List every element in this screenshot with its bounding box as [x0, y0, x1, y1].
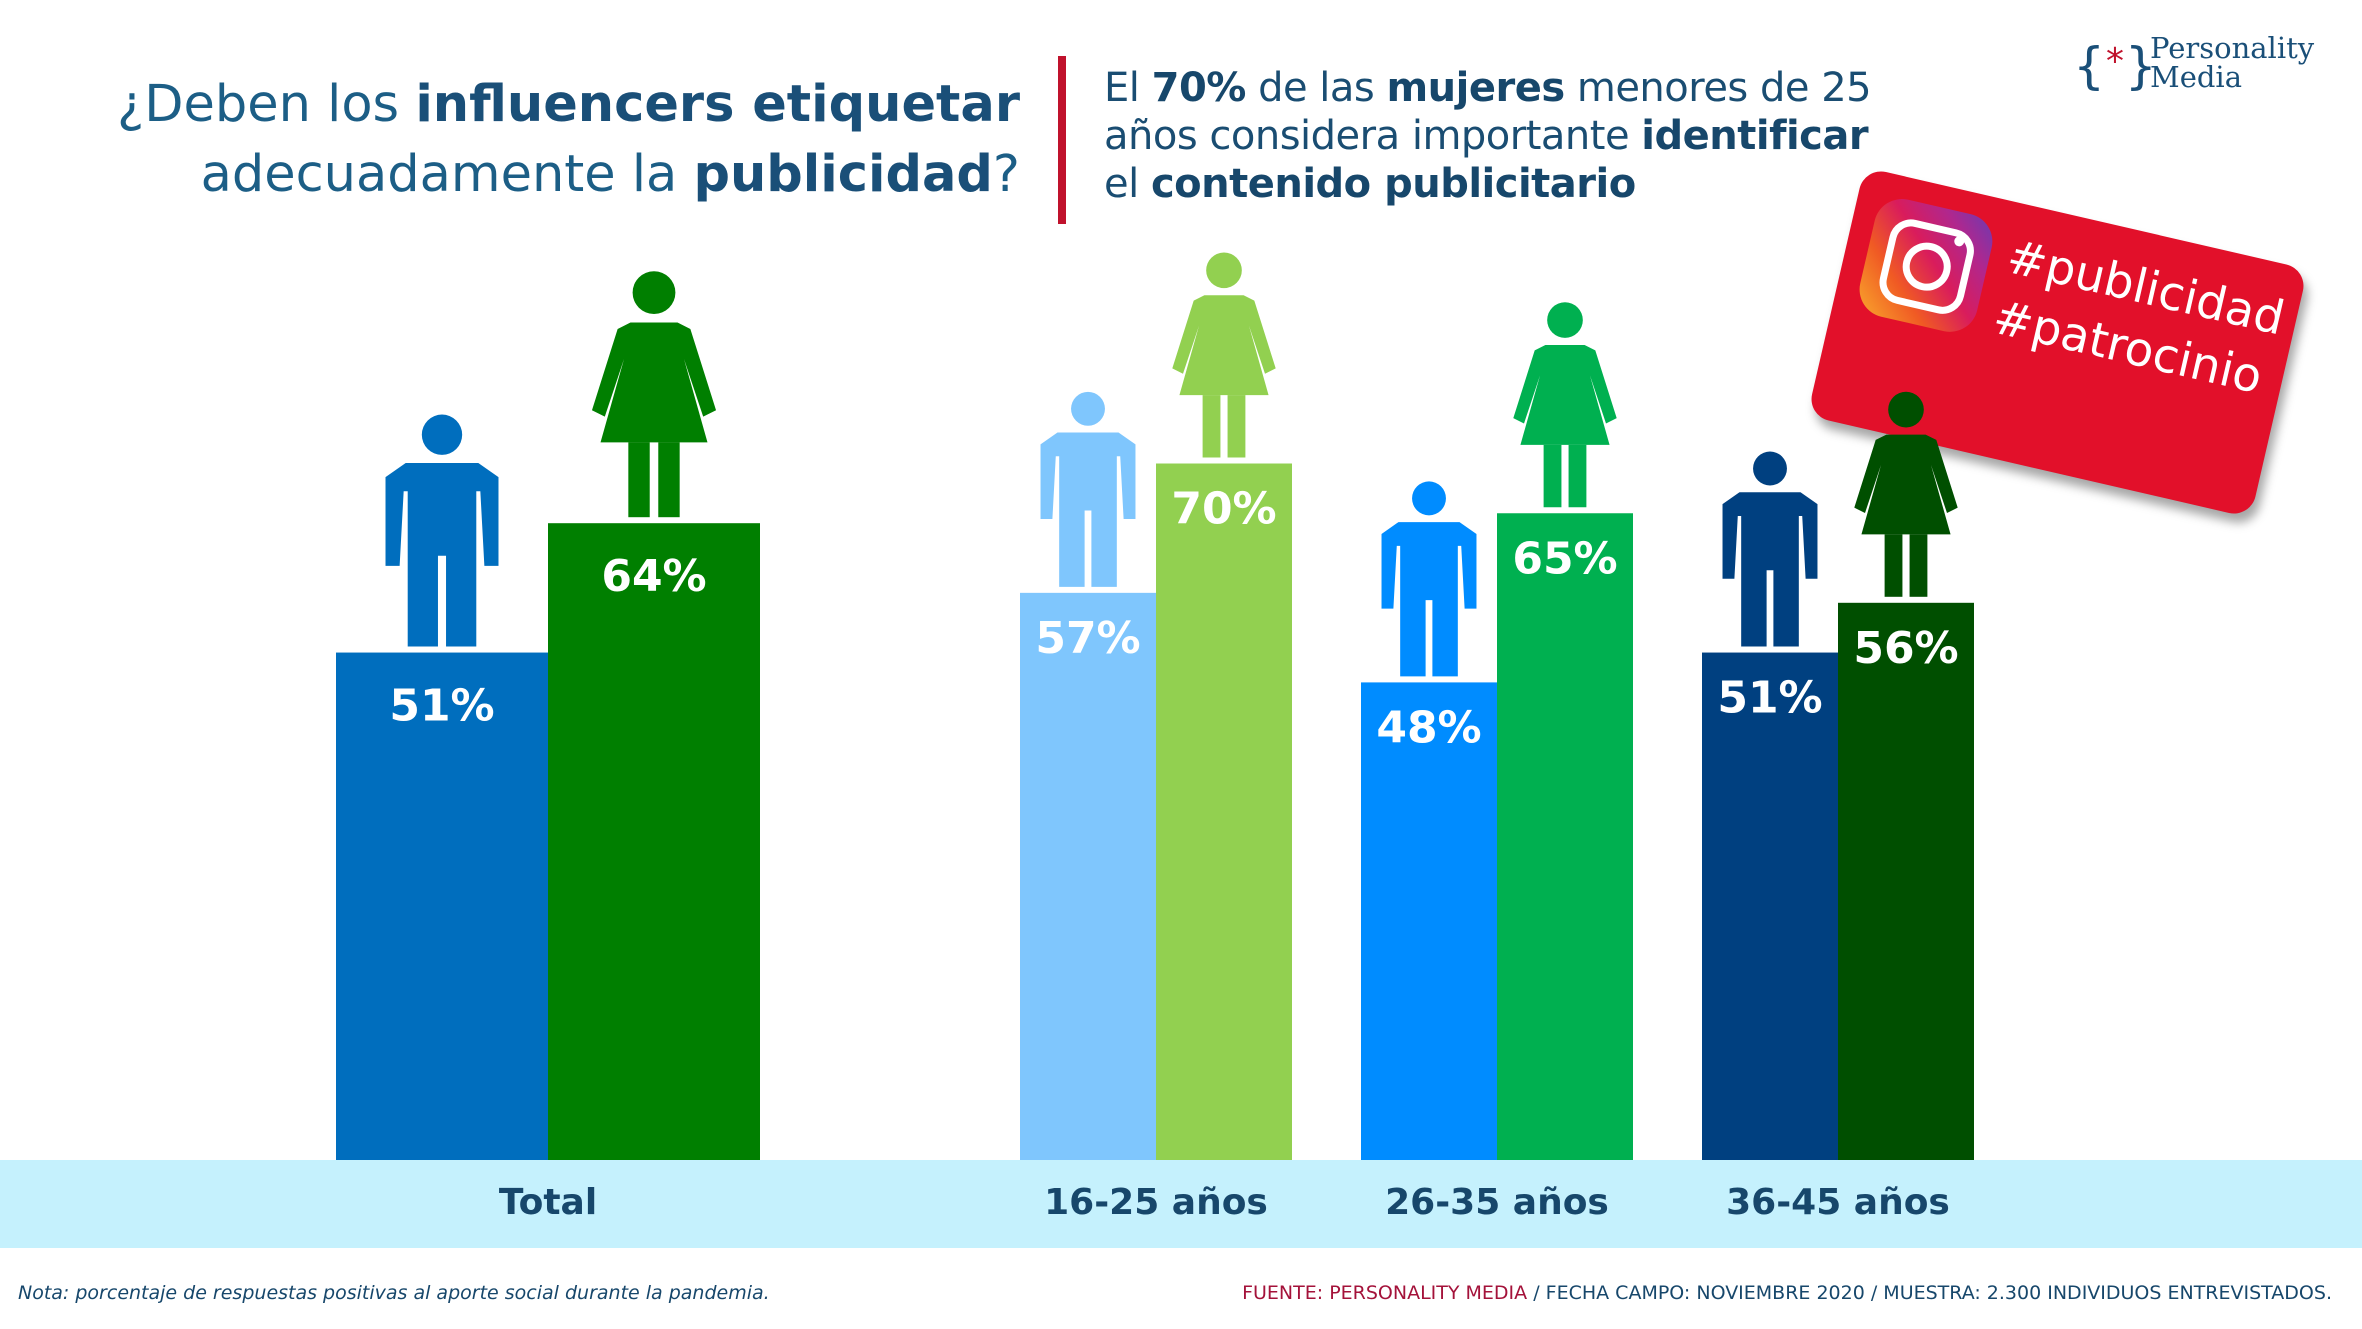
bar-value-label: 51%: [1717, 673, 1822, 724]
title-divider: [1058, 56, 1066, 224]
woman-icon-3: [1854, 391, 1958, 597]
category-band: [0, 1160, 2362, 1248]
bar-men-2: [1361, 682, 1497, 1160]
title-bold-1: influencers etiquetar: [415, 75, 1020, 134]
title-text-1: ¿Deben los: [117, 75, 416, 134]
title-text-3: ?: [992, 145, 1020, 204]
bar-women-3: [1838, 602, 1974, 1160]
subtitle-bold: identificar: [1641, 113, 1869, 159]
man-icon-1: [1040, 391, 1136, 587]
subtitle-text: El: [1104, 65, 1152, 111]
bar-value-label: 65%: [1512, 533, 1617, 584]
subtitle-bold: mujeres: [1386, 65, 1565, 111]
source-details: / FECHA CAMPO: NOVIEMBRE 2020 / MUESTRA:…: [1527, 1282, 2332, 1304]
brand-logo: {*} Personality Media: [2074, 32, 2344, 102]
woman-icon-1: [1172, 252, 1276, 458]
bar-men-3: [1702, 652, 1838, 1160]
source-brand: FUENTE: PERSONALITY MEDIA: [1242, 1282, 1528, 1304]
bar-value-label: 51%: [389, 681, 494, 732]
man-icon-3: [1722, 451, 1818, 647]
page-title: ¿Deben los influencers etiquetar adecuad…: [40, 70, 1020, 210]
subtitle-bold: 70%: [1151, 65, 1247, 111]
brace-logo-icon: {*}: [2074, 37, 2156, 95]
bar-value-label: 48%: [1376, 702, 1481, 753]
bar-value-label: 57%: [1035, 613, 1140, 664]
bar-men-0: [336, 652, 548, 1160]
logo-line-1: Personality: [2150, 31, 2315, 65]
bar-value-label: 56%: [1853, 623, 1958, 674]
bar-value-label: 64%: [601, 551, 706, 602]
subtitle-text: años considera importante: [1104, 113, 1642, 159]
bar-women-1: [1156, 463, 1292, 1160]
logo-text: Personality Media: [2150, 34, 2314, 92]
category-label: 26-35 años: [1385, 1182, 1609, 1223]
title-text-2: adecuadamente la: [200, 145, 694, 204]
category-label: Total: [499, 1182, 597, 1223]
man-icon-0: [385, 414, 499, 647]
footer-note: Nota: porcentaje de respuestas positivas…: [18, 1282, 770, 1304]
logo-line-2: Media: [2150, 60, 2242, 94]
subtitle-text: de las: [1245, 65, 1387, 111]
title-bold-2: publicidad: [693, 145, 993, 204]
bar-women-0: [548, 523, 760, 1160]
bar-men-1: [1020, 592, 1156, 1160]
category-label: 36-45 años: [1726, 1182, 1950, 1223]
woman-icon-0: [591, 271, 717, 518]
footer-source: FUENTE: PERSONALITY MEDIA / FECHA CAMPO:…: [1242, 1282, 2332, 1304]
subtitle-text: el: [1104, 161, 1151, 207]
category-label: 16-25 años: [1044, 1182, 1268, 1223]
page-subtitle: El 70% de las mujeres menores de 25 años…: [1104, 64, 1984, 208]
bar-women-2: [1497, 513, 1633, 1160]
bar-value-label: 70%: [1171, 484, 1276, 535]
subtitle-bold: contenido publicitario: [1150, 161, 1636, 207]
subtitle-text: menores de 25: [1564, 65, 1872, 111]
woman-icon-2: [1513, 302, 1617, 508]
man-icon-2: [1381, 481, 1477, 677]
